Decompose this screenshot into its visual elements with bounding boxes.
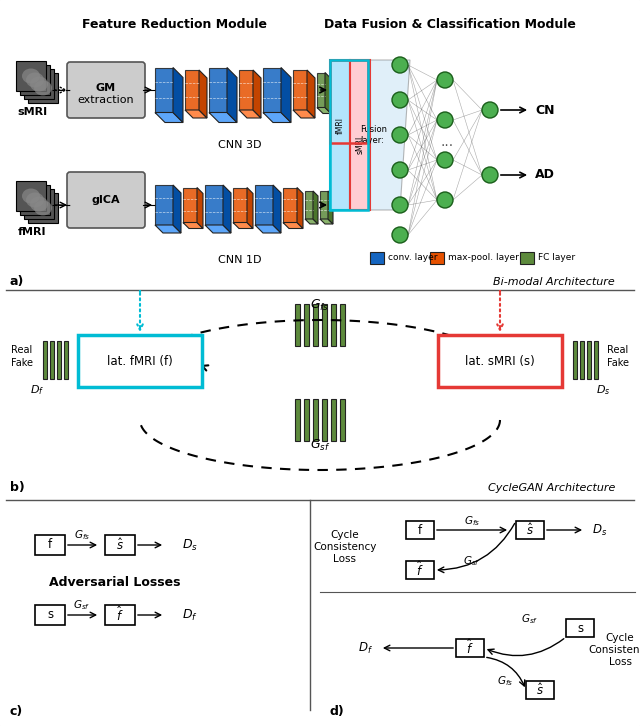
Bar	[526, 681, 554, 699]
Bar	[430, 252, 444, 264]
Bar	[205, 185, 223, 225]
Text: $D_s$: $D_s$	[596, 383, 610, 397]
Bar	[406, 561, 434, 579]
Bar	[313, 304, 318, 346]
Bar	[322, 399, 327, 441]
Bar	[105, 535, 135, 555]
Bar	[283, 187, 297, 222]
Polygon shape	[233, 222, 253, 229]
Bar	[155, 68, 173, 113]
Circle shape	[482, 167, 498, 183]
Bar	[304, 399, 309, 441]
Polygon shape	[325, 73, 331, 113]
Text: $\hat{s}$: $\hat{s}$	[536, 682, 544, 698]
Polygon shape	[155, 225, 181, 233]
Text: FC layer: FC layer	[538, 253, 575, 263]
Text: Fusion
layer:: Fusion layer:	[360, 126, 387, 144]
Bar	[586, 341, 591, 379]
Text: $G_{fs}$: $G_{fs}$	[310, 298, 330, 313]
Bar	[520, 252, 534, 264]
Polygon shape	[338, 60, 410, 210]
Text: CNN 1D: CNN 1D	[218, 255, 262, 265]
Bar	[24, 189, 54, 219]
Bar	[593, 341, 598, 379]
Bar	[320, 191, 328, 219]
Text: f: f	[48, 539, 52, 552]
Text: fMRI: fMRI	[18, 227, 46, 237]
Ellipse shape	[22, 68, 40, 83]
Polygon shape	[173, 68, 183, 123]
Polygon shape	[197, 187, 203, 229]
Polygon shape	[341, 73, 347, 113]
Bar	[331, 304, 336, 346]
Bar	[293, 70, 307, 110]
Bar	[295, 399, 300, 441]
Bar	[183, 187, 197, 222]
Text: b): b)	[10, 481, 25, 494]
Bar	[20, 65, 50, 95]
Polygon shape	[317, 107, 331, 113]
Text: CN: CN	[535, 104, 554, 116]
Polygon shape	[223, 185, 231, 233]
Text: max-pool. layer: max-pool. layer	[448, 253, 519, 263]
Bar	[16, 61, 46, 91]
FancyBboxPatch shape	[67, 62, 145, 118]
Text: $G_{sf}$: $G_{sf}$	[74, 598, 91, 612]
Bar	[16, 181, 46, 211]
Bar	[456, 639, 484, 657]
Bar	[340, 399, 345, 441]
FancyBboxPatch shape	[438, 335, 562, 387]
Bar	[209, 68, 227, 113]
Text: Data Fusion & Classification Module: Data Fusion & Classification Module	[324, 18, 576, 31]
Polygon shape	[185, 110, 207, 118]
Text: Fake: Fake	[11, 358, 33, 368]
Bar	[49, 341, 54, 379]
Bar	[239, 70, 253, 110]
Bar	[255, 185, 273, 225]
Polygon shape	[320, 219, 333, 224]
Bar	[370, 252, 384, 264]
Text: Cycle
Consistency
Loss: Cycle Consistency Loss	[588, 633, 640, 666]
Text: c): c)	[10, 706, 23, 719]
Text: $G_{sf}$: $G_{sf}$	[522, 612, 539, 626]
Bar	[24, 69, 54, 99]
Bar	[330, 60, 368, 142]
Text: $\hat{s}$: $\hat{s}$	[116, 537, 124, 553]
Ellipse shape	[22, 189, 40, 203]
Text: Bi-modal Architecture: Bi-modal Architecture	[493, 277, 615, 287]
Bar	[317, 73, 325, 107]
Circle shape	[392, 197, 408, 213]
Ellipse shape	[34, 200, 52, 216]
Bar	[42, 341, 47, 379]
Text: CNN 3D: CNN 3D	[218, 140, 262, 150]
Text: conv. layer: conv. layer	[388, 253, 438, 263]
Text: s: s	[47, 608, 53, 621]
Polygon shape	[273, 185, 281, 233]
Polygon shape	[283, 222, 303, 229]
Bar	[331, 399, 336, 441]
Polygon shape	[239, 110, 261, 118]
Text: Adversarial Losses: Adversarial Losses	[49, 576, 180, 589]
Circle shape	[392, 162, 408, 178]
Ellipse shape	[30, 197, 48, 211]
Polygon shape	[305, 219, 318, 224]
Bar	[233, 187, 247, 222]
Polygon shape	[297, 187, 303, 229]
Text: sMRI: sMRI	[17, 107, 47, 117]
Text: Real: Real	[607, 345, 628, 355]
Polygon shape	[313, 191, 318, 224]
Polygon shape	[253, 70, 261, 118]
Polygon shape	[255, 225, 281, 233]
Text: $G_{sf}$: $G_{sf}$	[310, 438, 330, 452]
Bar	[330, 60, 368, 210]
Bar	[322, 304, 327, 346]
Text: sMRI: sMRI	[355, 136, 365, 154]
Bar	[63, 341, 67, 379]
Ellipse shape	[30, 76, 48, 91]
Bar	[333, 73, 341, 107]
Polygon shape	[199, 70, 207, 118]
Ellipse shape	[26, 73, 44, 88]
Bar	[35, 535, 65, 555]
Circle shape	[437, 112, 453, 128]
